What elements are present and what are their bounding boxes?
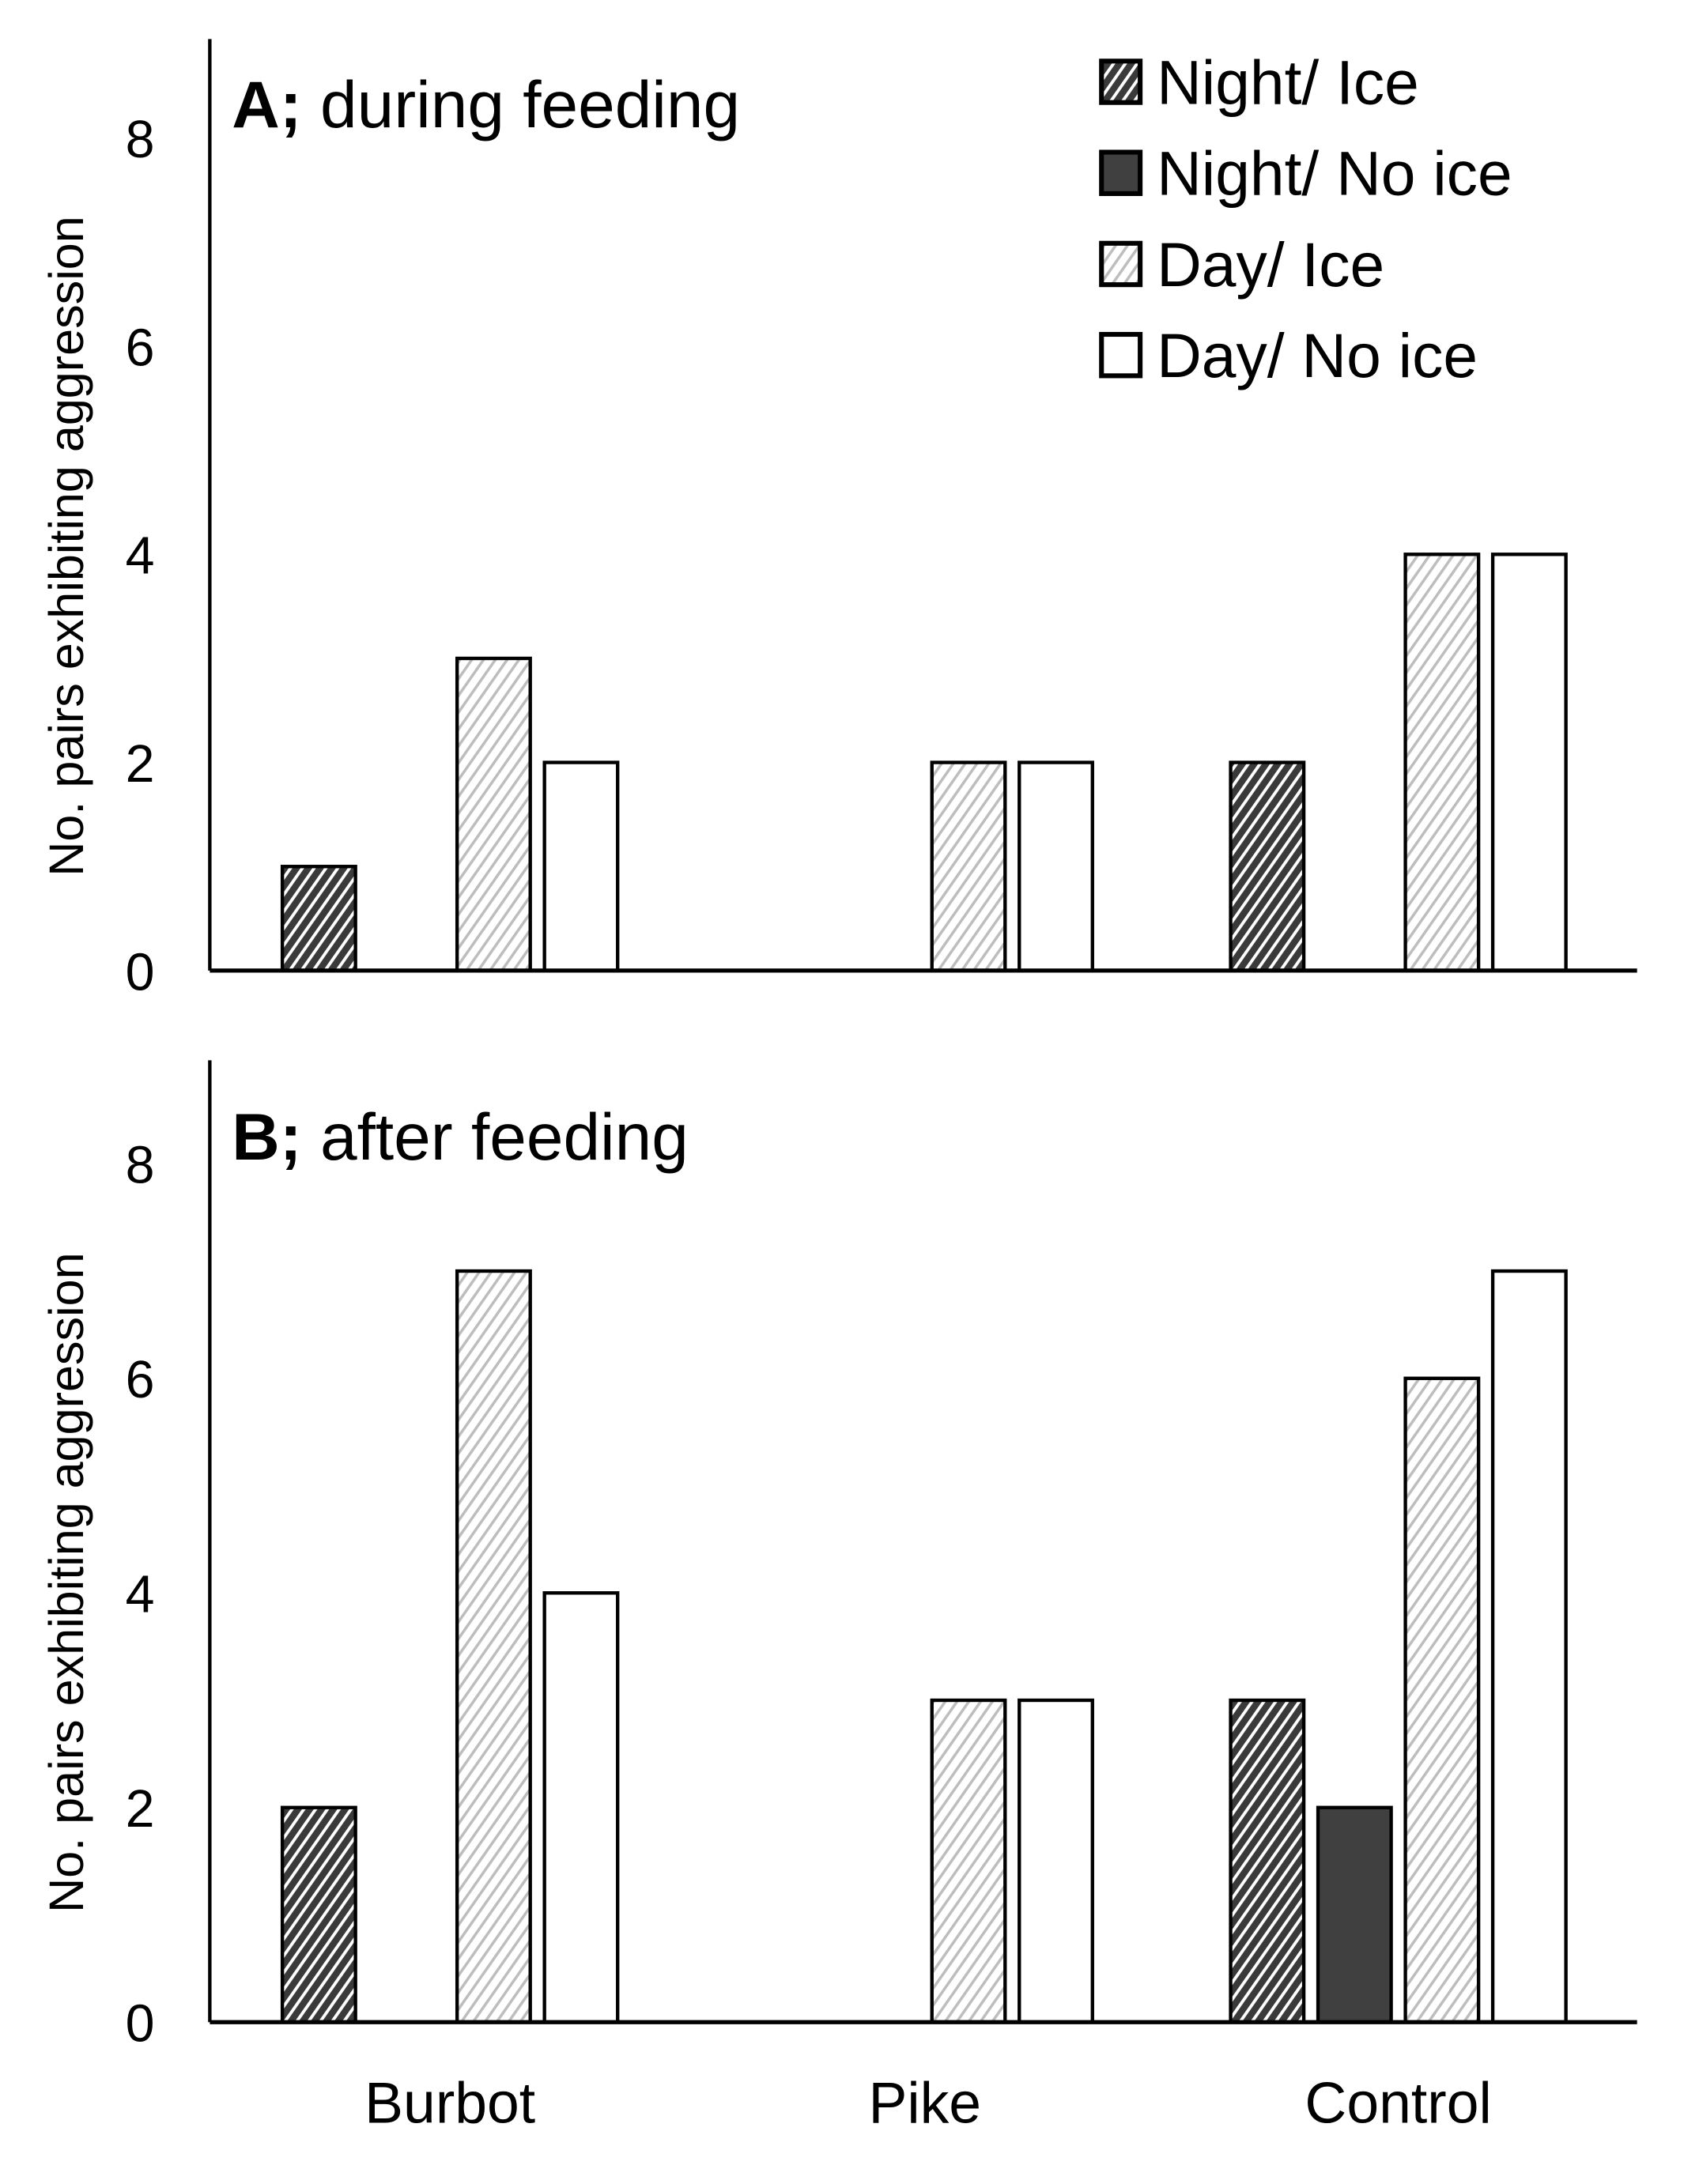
legend-item-day-ice: Day/ Ice [1099,230,1384,300]
y-tick-label: 0 [126,943,155,1001]
y-tick-label: 6 [126,319,155,377]
bar-day-no-ice-pike [1018,760,1094,973]
bar-day-ice-pike [930,760,1007,973]
bar-night-ice-control [1229,1698,1306,2024]
panel-title-text: during feeding [302,67,740,141]
legend-label: Day/ Ice [1157,230,1384,300]
legend-swatch [1099,240,1143,288]
bar-night-ice-control [1229,760,1306,973]
x-tick-label-burbot: Burbot [364,2071,535,2136]
panel-title: B; after feeding [232,1100,689,1174]
bar-day-no-ice-burbot [542,1591,620,2024]
y-tick-label: 4 [126,527,155,586]
y-tick-label: 2 [126,735,155,794]
y-tick-label: 0 [126,1995,155,2054]
bar-night-ice-burbot [280,865,357,973]
legend-swatch [1099,149,1143,196]
y-axis-label: No. pairs exhibiting aggression [40,1252,93,1912]
legend-item-night-ice: Night/ Ice [1099,47,1419,117]
panel-title: A; during feeding [232,67,740,141]
bar-day-ice-pike [930,1698,1007,2024]
legend-label: Night/ Ice [1157,47,1419,117]
bar-day-no-ice-control [1490,553,1568,973]
bar-day-ice-control [1403,1376,1481,2024]
legend-item-night-no-ice: Night/ No ice [1099,139,1512,209]
bar-day-no-ice-control [1490,1269,1568,2024]
panel-label: A; [232,67,301,141]
bar-day-ice-control [1403,553,1481,973]
legend-swatch [1099,58,1143,105]
y-axis-label: No. pairs exhibiting aggression [40,216,93,876]
y-tick-label: 2 [126,1780,155,1839]
bar-day-no-ice-pike [1018,1698,1094,2024]
panel-label: B; [232,1100,301,1174]
panel-title-text: after feeding [302,1100,689,1174]
legend-label: Day/ No ice [1157,321,1478,390]
panel-a: 0 2 4 6 8 No. pairs exhibiting aggression A; d… [40,39,1637,1001]
bar-day-ice-burbot [455,1269,532,2024]
x-tick-label-pike: Pike [868,2071,981,2136]
legend: Night/ Ice Night/ No ice Day/ Ice Day/ No i… [1099,47,1512,390]
x-tick-label-control: Control [1305,2071,1491,2136]
y-tick-label: 6 [126,1351,155,1409]
bar-day-ice-burbot [455,656,532,973]
legend-swatch [1099,331,1143,379]
bar-night-no-ice-control [1316,1805,1393,2024]
legend-label: Night/ No ice [1157,139,1512,209]
y-tick-label: 8 [126,1137,155,1195]
bar-night-ice-burbot [280,1805,357,2024]
panel-b: 0 2 4 6 8 No. pairs exhibiting aggression B; a… [40,1060,1637,2054]
bar-day-no-ice-burbot [542,760,620,973]
y-tick-label: 4 [126,1566,155,1624]
legend-item-day-no-ice: Day/ No ice [1099,321,1478,390]
y-tick-label: 8 [126,111,155,169]
